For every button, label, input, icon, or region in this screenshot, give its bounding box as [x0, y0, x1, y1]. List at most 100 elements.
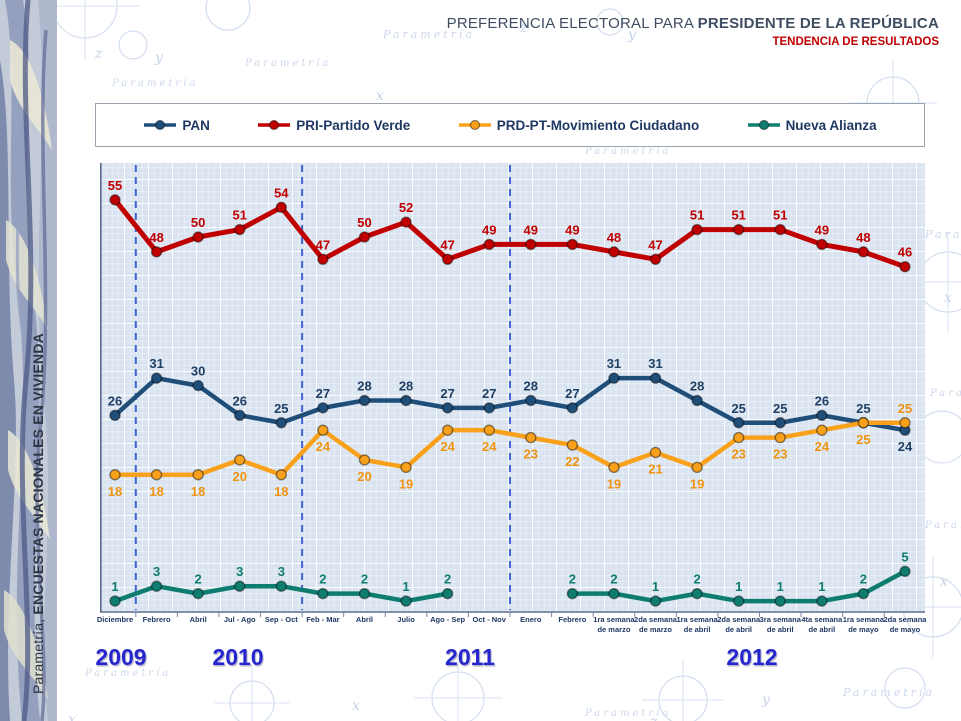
data-point — [691, 461, 703, 474]
data-label: 3 — [236, 564, 243, 579]
data-label: 18 — [274, 484, 288, 499]
data-point — [109, 469, 121, 481]
watermark-parametria-text: Parametría — [843, 686, 935, 699]
data-label: 23 — [773, 447, 787, 462]
legend-marker-icon — [144, 119, 177, 131]
data-label: 1 — [111, 579, 118, 594]
data-point — [441, 402, 454, 414]
data-point — [649, 595, 662, 607]
data-point — [899, 261, 911, 273]
data-point — [816, 595, 828, 607]
data-label: 52 — [399, 200, 413, 215]
data-point — [649, 372, 662, 384]
data-point — [192, 231, 204, 243]
page-subtitle: TENDENCIA DE RESULTADOS — [772, 36, 939, 48]
data-point — [649, 446, 662, 459]
data-point — [816, 409, 828, 422]
data-label: 25 — [731, 401, 745, 416]
data-point — [109, 194, 121, 206]
data-point — [150, 246, 163, 258]
data-point — [317, 587, 329, 600]
x-tick-label: 2da semana de mayo — [883, 615, 927, 634]
data-point — [234, 223, 246, 236]
data-label: 28 — [524, 378, 538, 393]
x-tick-label: 2da semana de marzo — [634, 615, 677, 634]
data-label: 31 — [607, 356, 621, 371]
x-tick-label: Febrero — [142, 615, 171, 624]
x-tick-label: Ago - Sep — [430, 615, 466, 624]
data-label: 2 — [361, 572, 368, 587]
data-point — [566, 587, 579, 600]
data-label: 47 — [316, 237, 330, 252]
x-tick-label: Jul - Ago — [223, 615, 256, 624]
data-label: 48 — [149, 230, 163, 245]
data-point — [899, 565, 911, 578]
data-label: 46 — [898, 245, 912, 260]
data-label: 3 — [278, 564, 285, 579]
x-tick-label: Abril — [189, 615, 207, 624]
data-point — [899, 417, 911, 429]
data-point — [441, 587, 454, 600]
data-label: 49 — [815, 222, 829, 237]
data-label: 51 — [233, 208, 247, 223]
data-point — [358, 454, 371, 466]
data-point — [566, 402, 579, 414]
data-label: 48 — [856, 230, 870, 245]
data-point — [150, 372, 163, 384]
data-label: 2 — [195, 572, 202, 587]
watermark-axis-letter: y — [628, 27, 636, 43]
legend-item-prd-pt-movimiento-ciudadano: PRD-PT-Movimiento Ciudadano — [458, 118, 699, 133]
data-point — [275, 469, 288, 481]
drafting-circle — [884, 667, 926, 709]
data-point — [525, 238, 537, 251]
x-tick-label: Julio — [397, 615, 415, 624]
watermark-axis-letter: y — [155, 50, 163, 66]
x-tick-label: Abril — [355, 615, 374, 624]
data-label: 22 — [565, 454, 579, 469]
data-point — [774, 595, 786, 607]
data-label: 47 — [648, 237, 662, 252]
data-point — [317, 424, 329, 436]
year-label-2012: 2012 — [726, 644, 778, 670]
legend-item-pan: PAN — [143, 118, 210, 133]
data-point — [816, 238, 828, 251]
data-label: 2 — [610, 572, 617, 587]
watermark-axis-letter: z — [520, 20, 528, 36]
series-nueva-alianza: 1 3 2 3 3 2 2 1 2 2 2 1 2 1 1 1 2 5 — [109, 549, 911, 607]
watermark-parametria-text: Parametría — [112, 78, 199, 89]
watermark-parametria-text: Parametría — [930, 388, 961, 399]
data-point — [857, 587, 870, 600]
data-label: 23 — [731, 447, 745, 462]
data-point — [150, 469, 163, 481]
data-point — [732, 431, 745, 444]
year-label-2010: 2010 — [212, 644, 264, 670]
data-label: 31 — [648, 356, 662, 371]
watermark-parametria-text: Parametría — [925, 228, 961, 241]
data-label: 50 — [357, 215, 371, 230]
watermark-parametria-text: Parametría — [85, 668, 172, 679]
tree-artwork-image — [0, 0, 57, 721]
watermark-axis-letter: y — [762, 692, 770, 708]
data-point — [109, 409, 121, 422]
x-tick-label: 1ra semana de abril — [676, 615, 718, 634]
data-point — [691, 223, 703, 236]
x-tick-label: Sep - Oct — [264, 615, 298, 624]
x-tick-label: 4ta semana de abril — [801, 615, 843, 634]
x-tick-label: 2da semana de abril — [717, 615, 761, 634]
legend-item-pri-partido-verde: PRI-Partido Verde — [257, 118, 410, 133]
data-point — [483, 238, 495, 251]
data-label: 47 — [440, 237, 454, 252]
side-artwork — [0, 0, 57, 721]
data-label: 26 — [815, 393, 829, 408]
brand-bold: ENCUESTAS NACIONALES EN VIVIENDA — [30, 333, 46, 615]
data-label: 20 — [233, 469, 247, 484]
data-label: 18 — [108, 484, 122, 499]
title-regular: PREFERENCIA ELECTORAL PARA — [446, 15, 698, 32]
data-label: 24 — [440, 439, 455, 454]
data-point — [483, 424, 495, 436]
data-point — [774, 223, 786, 236]
data-label: 28 — [690, 378, 704, 393]
x-tick-label: 3ra semana de abril — [759, 615, 801, 634]
x-tick-label: Febrero — [558, 615, 587, 624]
